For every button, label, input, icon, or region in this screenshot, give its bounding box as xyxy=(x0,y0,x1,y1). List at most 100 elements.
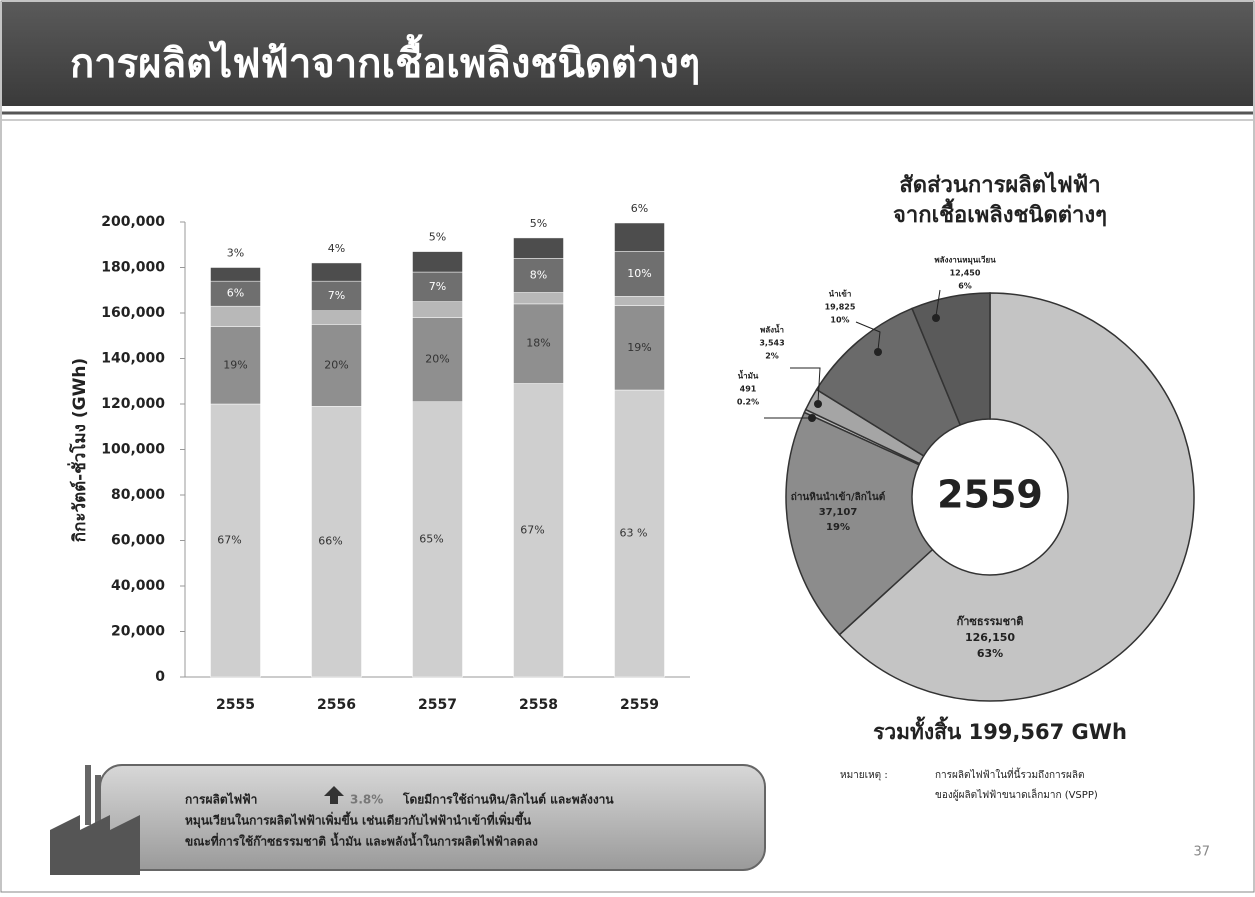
x-tick-label: 2555 xyxy=(216,697,255,713)
pie-label: ก๊าซธรรมชาติ xyxy=(957,615,1024,628)
leader-line xyxy=(855,321,881,351)
pie-label: 12,450 xyxy=(950,269,981,278)
y-tick-label: 0 xyxy=(155,669,165,685)
leader-dot xyxy=(814,400,822,408)
callout-text: โดยมีการใช้ถ่านหิน/ลิกไนต์ และพลังงาน xyxy=(402,792,614,807)
bar-segment xyxy=(210,280,261,307)
data-label: 7% xyxy=(429,280,446,293)
bar-segment xyxy=(513,292,564,305)
bar-segment xyxy=(210,326,261,405)
pie-label: 3,543 xyxy=(759,339,784,348)
pie-label: ถ่านหินนำเข้า/ลิกไนต์ xyxy=(791,490,885,503)
pie-title: สัดส่วนการผลิตไฟฟ้า xyxy=(899,171,1100,198)
data-label: 65% xyxy=(419,532,443,545)
pie-slice xyxy=(785,411,934,636)
leader-dot xyxy=(874,348,882,356)
pie-label: น้ำมัน xyxy=(738,370,759,381)
pie-label: 2% xyxy=(765,352,779,361)
factory-icon xyxy=(50,765,140,875)
bar-segment xyxy=(311,324,362,407)
bar-segment xyxy=(513,258,564,293)
data-label: 19% xyxy=(223,358,247,371)
pie-label: 19,825 xyxy=(825,303,856,312)
data-label: 3% xyxy=(227,247,244,260)
y-tick-label: 140,000 xyxy=(101,351,165,367)
y-tick-label: 120,000 xyxy=(101,396,165,412)
y-tick-label: 180,000 xyxy=(101,260,165,276)
x-tick-label: 2557 xyxy=(418,697,457,713)
pie-label: 6% xyxy=(958,282,972,291)
up-arrow xyxy=(324,786,344,804)
bar-segment xyxy=(210,305,261,327)
bar-segment xyxy=(614,251,665,297)
pie-slice xyxy=(838,292,1195,702)
pie-label: 37,107 xyxy=(819,507,858,518)
data-label: 66% xyxy=(318,535,342,548)
bar-segment xyxy=(412,401,463,678)
x-tick-label: 2556 xyxy=(317,697,356,713)
data-label: 63 % xyxy=(620,527,648,540)
note-text: ของผู้ผลิตไฟฟ้าขนาดเล็กมาก (VSPP) xyxy=(935,787,1098,801)
pie-center-label: 2559 xyxy=(937,473,1043,517)
data-label: 19% xyxy=(627,341,651,354)
y-tick-label: 40,000 xyxy=(111,578,165,594)
data-label: 20% xyxy=(425,353,449,366)
callout-text: การผลิตไฟฟ้า xyxy=(185,792,257,807)
header-band xyxy=(2,2,1253,106)
leader-line xyxy=(790,367,821,403)
pie-label: 126,150 xyxy=(965,631,1015,644)
bar-segment xyxy=(311,262,362,282)
page-number: 37 xyxy=(1193,845,1210,860)
bar-segment xyxy=(614,305,665,391)
y-tick-label: 160,000 xyxy=(101,305,165,321)
leader-dot xyxy=(808,414,816,422)
bar-segment xyxy=(412,251,463,273)
pie-label: 10% xyxy=(830,316,849,325)
x-tick-label: 2559 xyxy=(620,697,659,713)
pie-slice xyxy=(911,292,991,426)
data-label: 4% xyxy=(328,242,345,255)
pie-label: นำเข้า xyxy=(829,289,852,299)
y-tick-label: 80,000 xyxy=(111,487,165,503)
total-label: รวมทั้งสิ้น 199,567 GWh xyxy=(873,716,1127,744)
pie-label: 491 xyxy=(740,385,757,394)
bar-segment xyxy=(614,389,665,678)
y-tick-label: 60,000 xyxy=(111,533,165,549)
x-tick-label: 2558 xyxy=(519,697,558,713)
data-label: 67% xyxy=(520,523,544,536)
bar-segment xyxy=(311,310,362,325)
y-axis-label: กิกะวัตต์-ชั่วโมง (GWh) xyxy=(67,358,90,542)
callout-text: ขณะที่การใช้ก๊าซธรรมชาติ น้ำมัน และพลังน… xyxy=(185,832,538,849)
bar-segment xyxy=(311,280,362,311)
data-label: 18% xyxy=(526,337,550,350)
callout-text: หมุนเวียนในการผลิตไฟฟ้าเพิ่มขึ้น เช่นเดี… xyxy=(185,811,532,829)
bar-segment xyxy=(412,301,463,318)
note-label: หมายเหตุ : xyxy=(840,770,888,781)
pie-label: 63% xyxy=(977,647,1003,660)
bar-segment xyxy=(513,237,564,259)
data-label: 5% xyxy=(429,231,446,244)
y-tick-label: 20,000 xyxy=(111,624,165,640)
bar-segment xyxy=(412,317,463,402)
bar-segment xyxy=(513,303,564,384)
y-tick-label: 100,000 xyxy=(101,442,165,458)
data-label: 20% xyxy=(324,358,348,371)
callout-text: 3.8% xyxy=(350,793,383,807)
pie-label: 0.2% xyxy=(737,398,759,407)
bar-segment xyxy=(614,222,665,252)
bar-segment xyxy=(210,403,261,678)
leader-line xyxy=(935,289,941,317)
bar-segment xyxy=(513,383,564,678)
leader-dot xyxy=(932,314,940,322)
note-text: การผลิตไฟฟ้าในที่นี้รวมถึงการผลิต xyxy=(935,767,1085,781)
data-label: 8% xyxy=(530,268,547,281)
data-label: 67% xyxy=(217,534,241,547)
data-label: 10% xyxy=(627,267,651,280)
data-label: 6% xyxy=(631,202,648,215)
data-label: 7% xyxy=(328,289,345,302)
pie-label: พลังน้ำ xyxy=(760,324,784,335)
bar-segment xyxy=(412,271,463,302)
y-tick-label: 200,000 xyxy=(101,214,165,230)
data-label: 6% xyxy=(227,287,244,300)
